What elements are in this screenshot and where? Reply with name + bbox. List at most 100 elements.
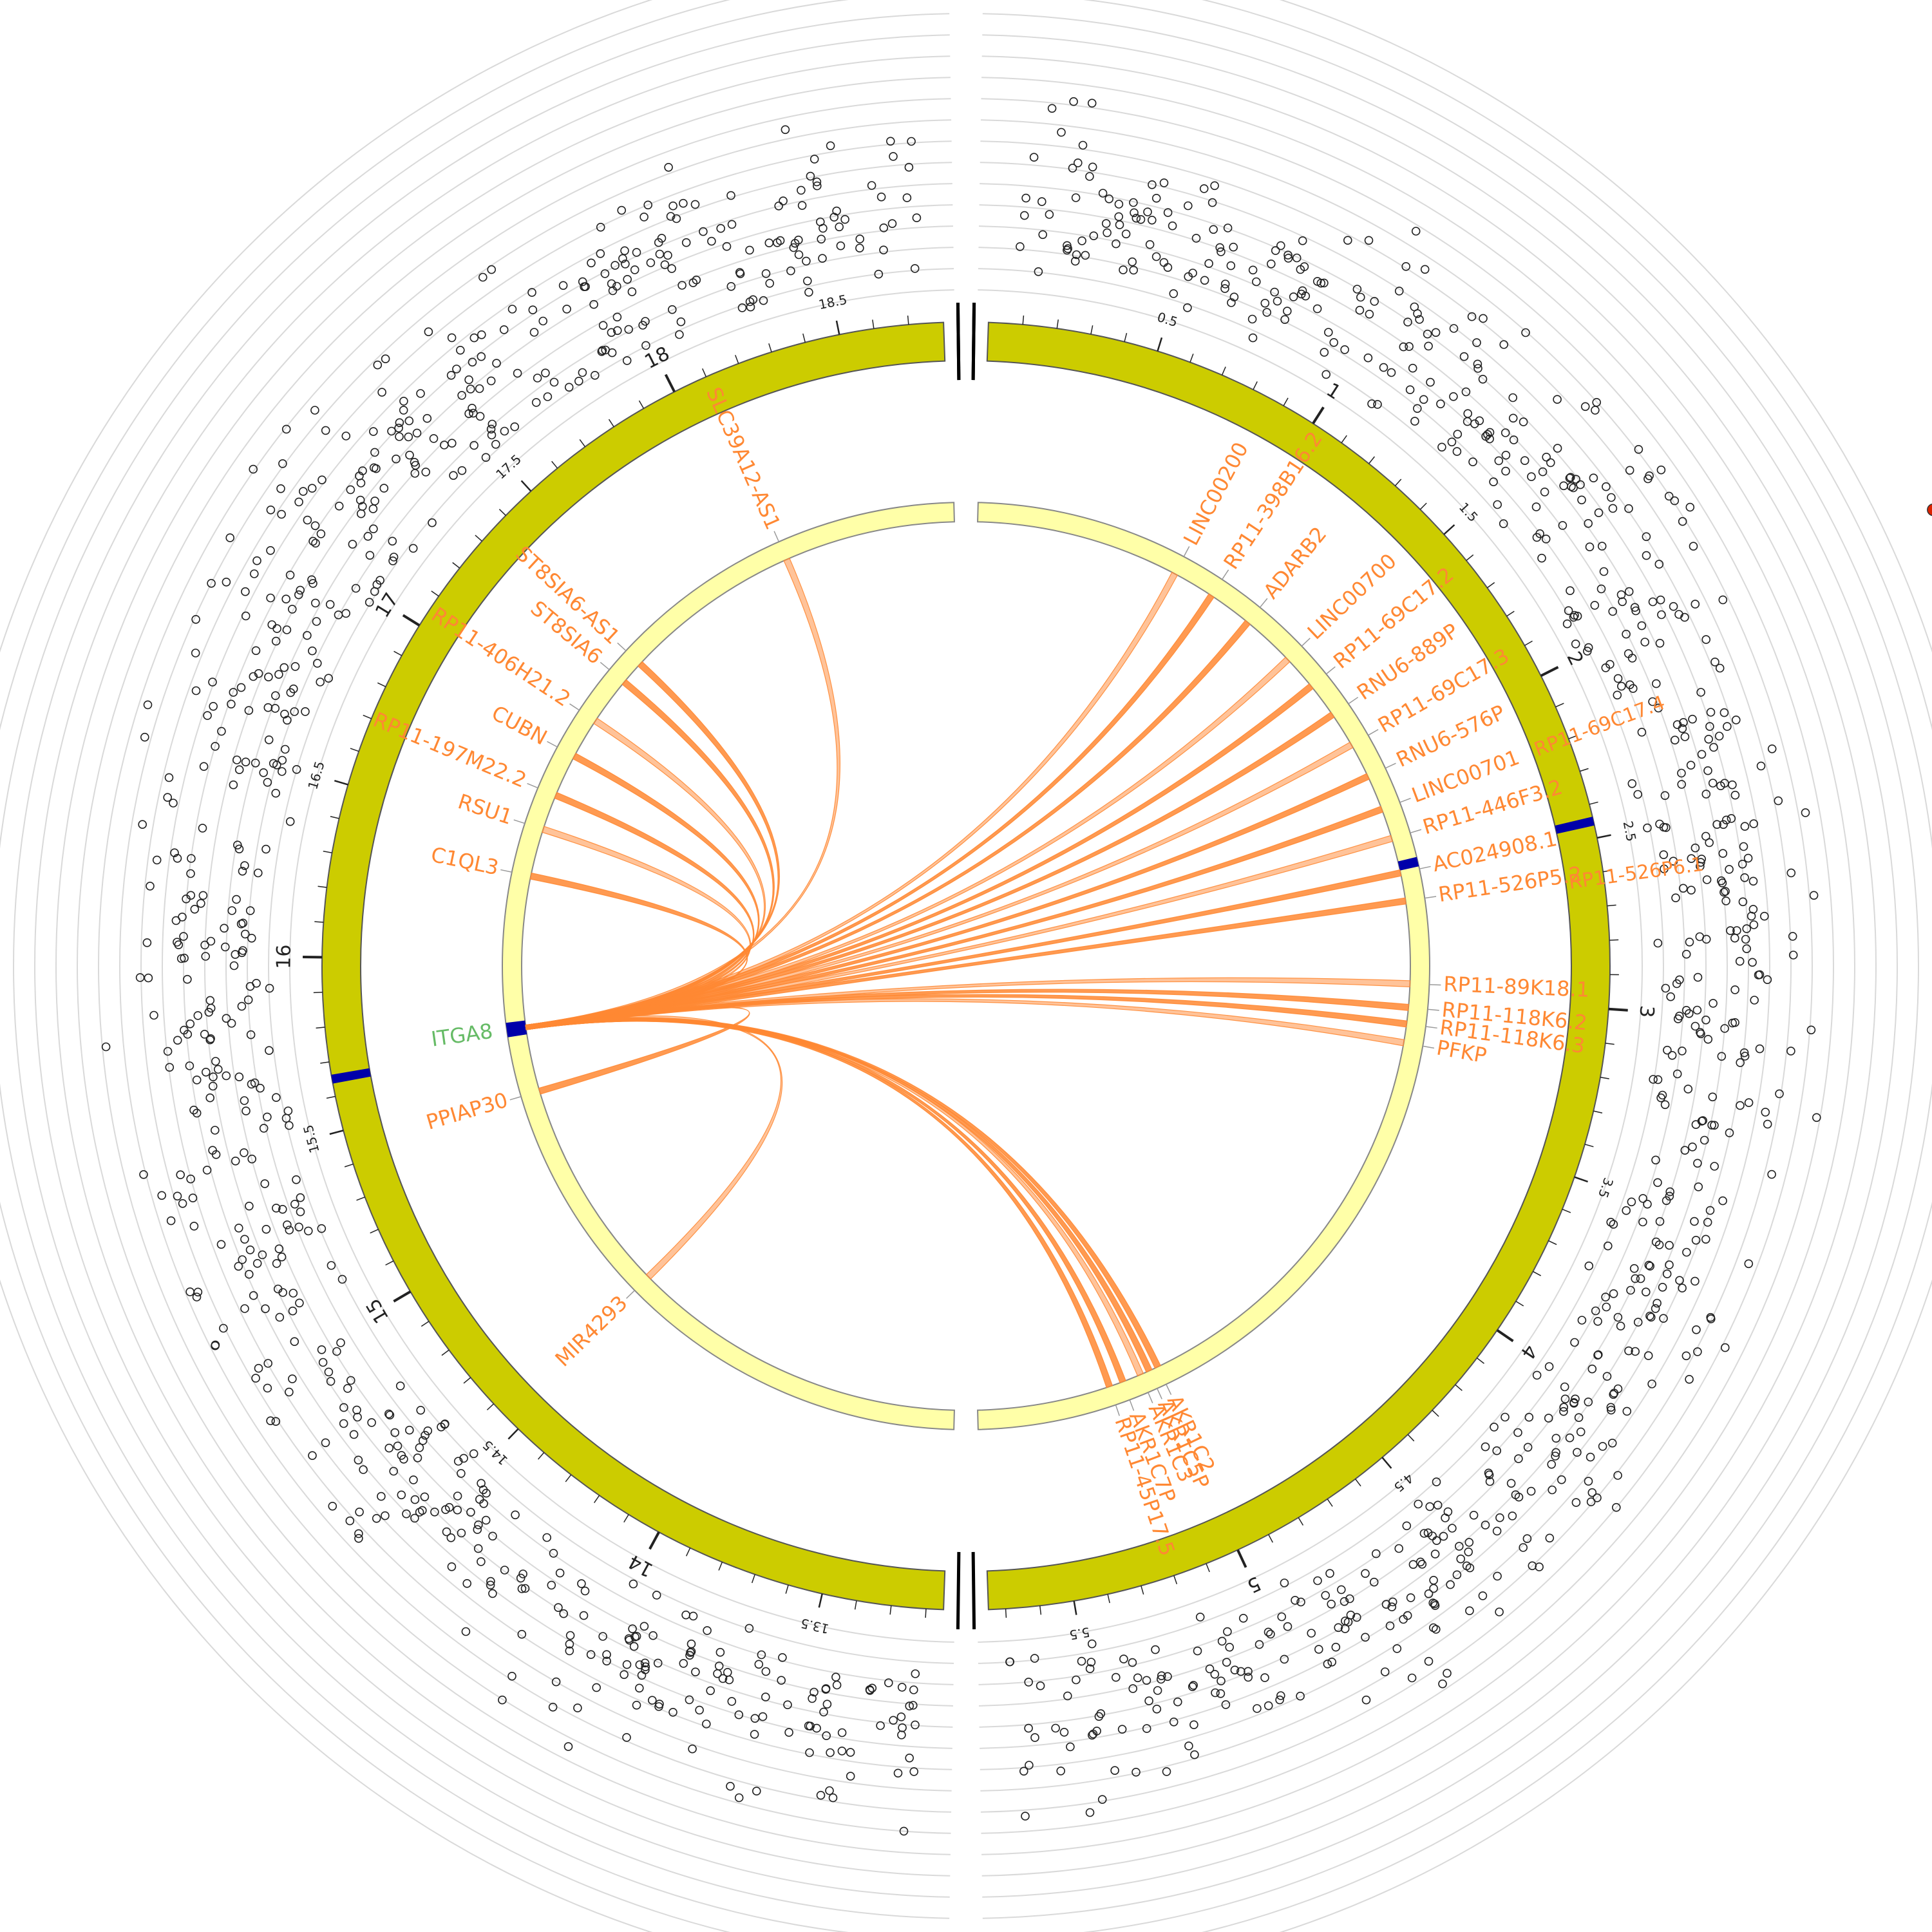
snp-point <box>1636 1274 1645 1283</box>
tick-mark <box>431 591 439 597</box>
snp-point <box>1651 1304 1660 1313</box>
snp-point <box>469 333 479 343</box>
snp-point <box>1613 690 1622 700</box>
tick-mark <box>664 374 676 393</box>
snp-point <box>1570 1338 1579 1347</box>
tick-mark <box>1476 1358 1484 1364</box>
snp-point <box>363 531 373 541</box>
gene-label-connector <box>1385 762 1396 769</box>
snp-point <box>837 1747 847 1756</box>
segment-break <box>971 303 976 381</box>
snp-point <box>1191 234 1201 243</box>
snp-point <box>1725 1128 1734 1137</box>
snp-point <box>761 1667 771 1676</box>
snp-point <box>1714 732 1724 741</box>
snp-point <box>1037 197 1046 206</box>
snp-point <box>1597 542 1607 551</box>
tick-mark <box>1173 1575 1178 1584</box>
snp-point <box>392 454 401 464</box>
snp-point <box>1584 1261 1594 1271</box>
snp-point <box>1609 1390 1618 1399</box>
snp-point <box>1188 1682 1197 1691</box>
snp-point <box>1696 862 1705 871</box>
snp-point <box>904 162 914 172</box>
snp-point <box>1653 938 1663 948</box>
snp-point <box>1662 1269 1672 1278</box>
snp-point <box>722 242 732 251</box>
snp-point <box>1665 1187 1674 1197</box>
snp-point <box>620 1670 629 1680</box>
snp-point <box>1509 435 1519 444</box>
snp-point <box>1506 1479 1516 1488</box>
snp-point <box>1217 1676 1226 1685</box>
tick-label: 18.5 <box>817 292 848 312</box>
snp-point <box>634 1683 644 1693</box>
snp-point <box>1701 1235 1710 1244</box>
snp-point <box>1372 1549 1381 1558</box>
gene-label: ITGA8 <box>430 1019 494 1052</box>
snp-point <box>1464 1548 1473 1557</box>
snp-point <box>234 844 244 854</box>
snp-point <box>1638 1217 1647 1227</box>
snp-point <box>1408 1560 1418 1569</box>
snp-point <box>520 1584 530 1593</box>
snp-point <box>395 1381 405 1390</box>
snp-point <box>1401 261 1410 271</box>
snp-point <box>554 1603 563 1612</box>
snp-point <box>1631 1274 1640 1283</box>
snp-point <box>1121 229 1131 239</box>
snp-point <box>1591 406 1600 415</box>
snp-point <box>1612 1502 1621 1512</box>
snp-point <box>681 1610 690 1620</box>
grid-ring-left <box>183 183 952 1749</box>
snp-point <box>1071 193 1081 202</box>
snp-point <box>1703 1035 1713 1044</box>
snp-point <box>577 1579 586 1588</box>
snp-point <box>784 1728 793 1737</box>
snp-point <box>296 1207 305 1217</box>
snp-point <box>1077 236 1086 245</box>
snp-point <box>404 416 414 426</box>
snp-point <box>449 471 458 480</box>
snp-point <box>285 571 295 580</box>
snp-point <box>660 260 670 269</box>
snp-point <box>1718 595 1728 605</box>
snp-point <box>473 1525 482 1534</box>
snp-point <box>211 1341 220 1350</box>
snp-point <box>477 330 486 339</box>
snp-point <box>1656 465 1666 475</box>
snp-point <box>1210 181 1219 191</box>
snp-point <box>641 341 650 350</box>
tick-mark <box>907 315 909 325</box>
snp-point <box>812 177 822 187</box>
snp-point <box>1584 643 1593 652</box>
snp-point <box>173 1191 182 1201</box>
snp-point <box>1220 284 1229 293</box>
snp-point <box>1361 1633 1370 1642</box>
snp-point <box>666 212 676 221</box>
snp-point <box>231 1157 240 1166</box>
snp-point <box>643 200 653 210</box>
snp-point <box>1414 1499 1423 1509</box>
gene-label-connector <box>1166 1384 1172 1396</box>
snp-point <box>533 374 542 383</box>
snp-point <box>1205 1664 1215 1674</box>
snp-point <box>1429 1584 1438 1593</box>
highlight-region <box>1555 817 1595 834</box>
snp-point <box>565 1640 574 1649</box>
snp-point <box>627 287 637 296</box>
snp-point <box>826 1748 835 1757</box>
snp-point <box>1587 1488 1597 1497</box>
snp-point <box>649 1631 658 1640</box>
snp-point <box>1406 1593 1416 1602</box>
gene-band-right <box>977 502 1430 1430</box>
snp-point <box>1327 1600 1336 1609</box>
snp-point <box>220 923 229 933</box>
snp-point <box>1696 688 1705 697</box>
tick-label: 1 <box>1322 379 1345 404</box>
snp-point <box>786 266 795 276</box>
snp-point <box>1387 1602 1397 1611</box>
snp-point <box>285 1226 294 1235</box>
snp-point <box>1483 430 1492 439</box>
snp-point <box>1690 1276 1700 1286</box>
